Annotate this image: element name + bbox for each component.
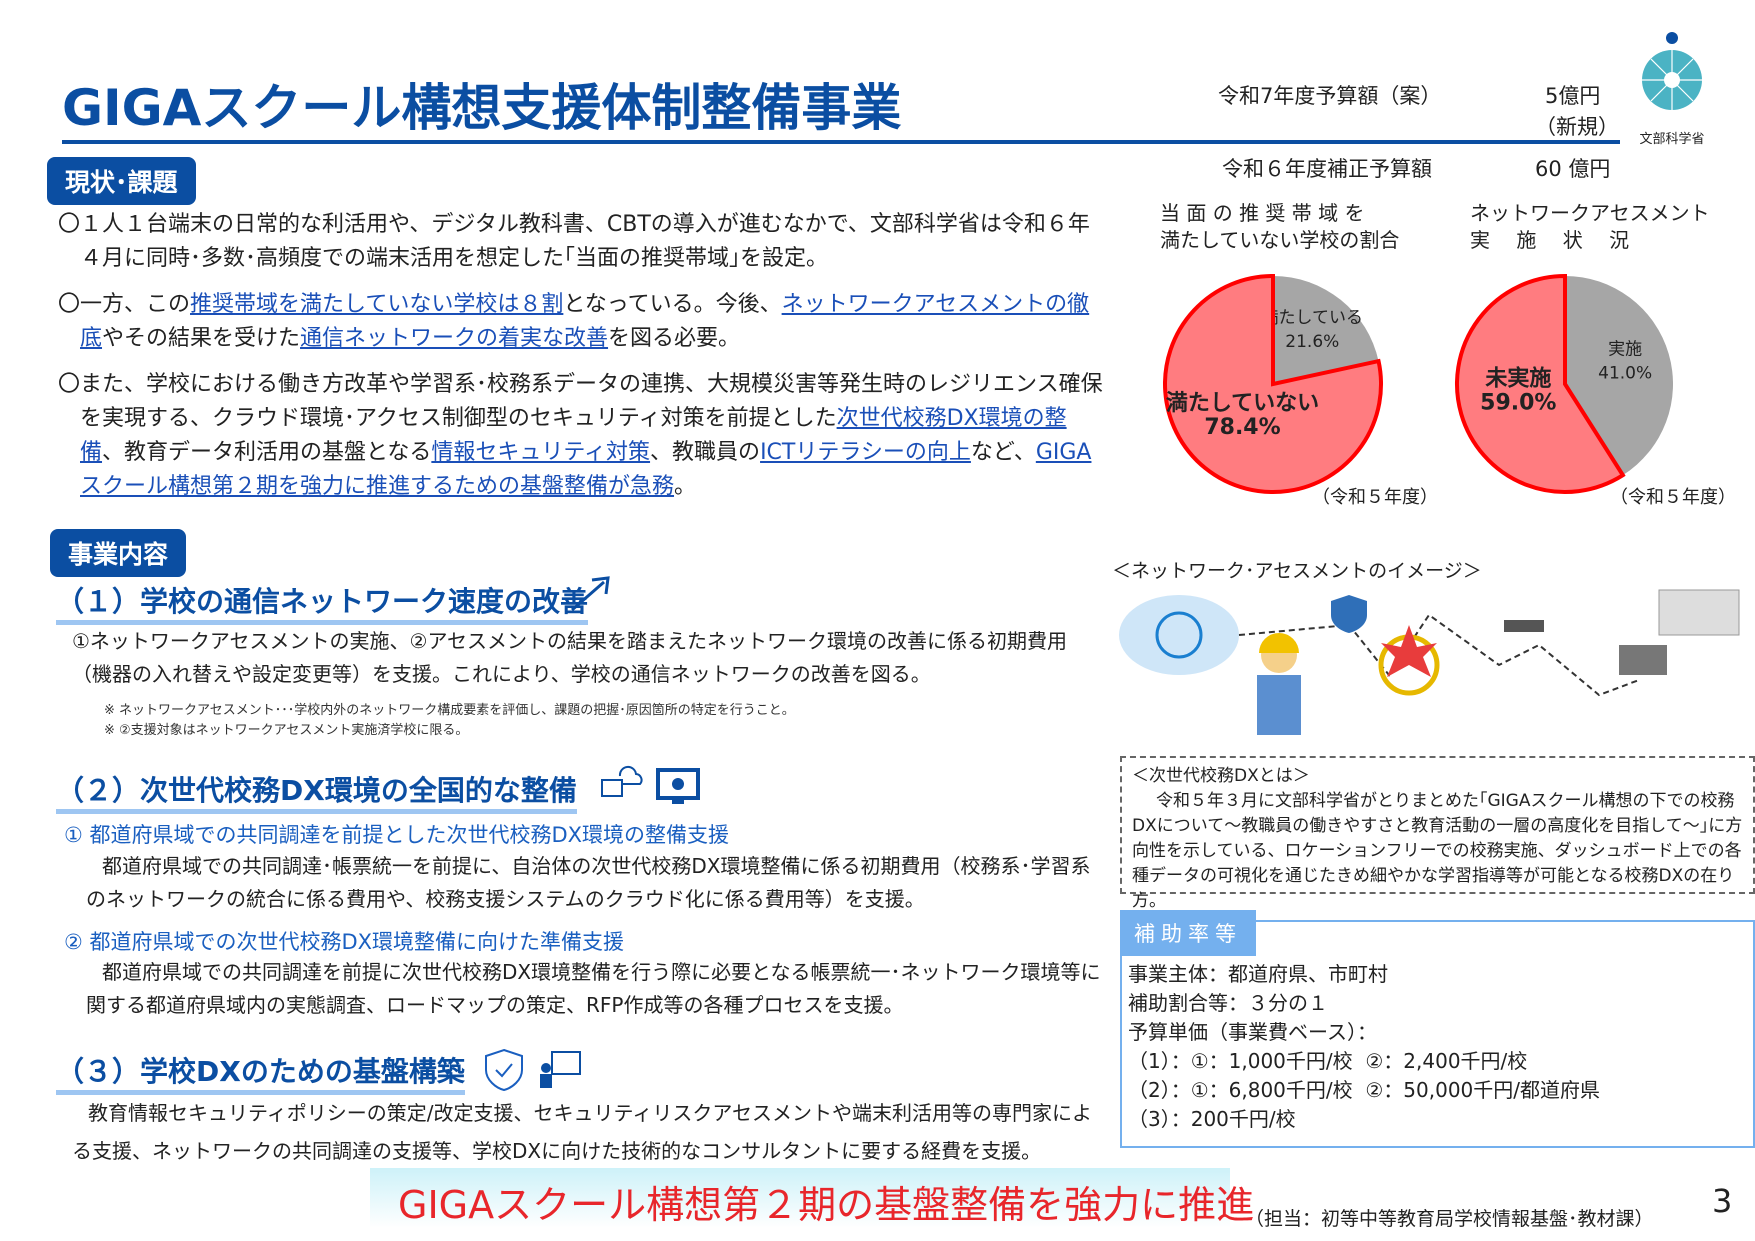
budget-label: 令和7年度予算額（案） [1218, 84, 1442, 108]
pie-label: 満たしていない [1166, 390, 1319, 416]
pie-label: 実施 [1608, 340, 1642, 360]
banner-background [370, 1168, 1230, 1228]
pie-label: 41.0% [1598, 364, 1652, 384]
contact-note: （担当：初等中等教育局学校情報基盤･教材課） [1245, 1208, 1654, 1230]
highlight-link-text: ネットワークアセスメントの徹底 [80, 292, 1090, 351]
paragraph-text: 。 [674, 474, 697, 499]
subsidy-line: 予算単価（事業費ベース）： [1128, 1020, 1377, 1044]
paragraph-text: 、教育データ利活用の基盤となる [102, 440, 432, 465]
section1-note2: ※ ②支援対象はネットワークアセスメント実施済学校に限る。 [104, 723, 469, 738]
highlight-link-text: 情報セキュリティ対策 [431, 440, 651, 465]
title-divider [62, 140, 1620, 144]
worker-icon [1259, 633, 1299, 653]
section2-sub2: ② 都道府県域での次世代校務DX環境整備に向けた準備支援 [64, 930, 625, 954]
pie-slice [1455, 273, 1626, 494]
pie-slice [1273, 276, 1379, 384]
pie-slice [1163, 273, 1383, 494]
section1-text: ①ネットワークアセスメントの実施、②アセスメントの結果を踏まえたネットワーク環境… [72, 629, 1068, 686]
paragraph-text: となっている。今後、 [563, 292, 782, 317]
subsidy-lines: 事業主体：都道府県、市町村 補助割合等：３分の１ 予算単価（事業費ベース）： （… [1128, 960, 1600, 1134]
section2-sub1: ① 都道府県域での共同調達を前提とした次世代校務DX環境の整備支援 [64, 823, 730, 847]
network-assessment-illustration [1119, 589, 1740, 735]
paragraph-text: を図る必要。 [608, 326, 741, 351]
dx-box-title: ＜次世代校務DXとは＞ [1132, 766, 1310, 786]
section3-text: 教育情報セキュリティポリシーの策定/改定支援、セキュリティリスクアセスメントや端… [72, 1101, 1092, 1163]
budget-note: （新規） [1535, 115, 1619, 139]
highlight-link-text: 推奨帯域を満たしていない学校は８割 [190, 292, 564, 317]
globe-icon [1155, 611, 1203, 659]
mext-logo: 文部科学省 [1636, 30, 1708, 147]
highlight-link-text: GIGAスクール構想第２期を強力に推進するための基盤整備が急務 [80, 440, 1092, 499]
subsidy-line: 補助割合等：３分の１ [1128, 991, 1328, 1015]
paragraph-text: 〇一方、この [58, 292, 191, 317]
page-number: 3 [1712, 1182, 1733, 1220]
supp-budget-label: 令和６年度補正予算額 [1222, 157, 1432, 181]
image-caption: ＜ネットワーク･アセスメントのイメージ＞ [1112, 560, 1482, 582]
pie1-note: （令和５年度） [1312, 487, 1438, 508]
pie-label: 満たしている [1262, 308, 1364, 328]
shield-lock-icon [1331, 595, 1367, 633]
paragraph-text: など、 [970, 440, 1036, 465]
current-badge: 現状･課題 [47, 157, 196, 205]
subsidy-tab: 補助率等 [1120, 910, 1256, 956]
current-paragraph: 〇また、学校における働き方改革や学習系･校務系データの連携、大規模災害等発生時の… [58, 368, 1108, 504]
pie1-title: 当 面 の 推 奨 帯 域 を 満たしていない学校の割合 [1160, 201, 1400, 252]
budget-value: 5億円 [1545, 84, 1601, 108]
pie-label: 21.6% [1285, 332, 1339, 352]
section2-text1: 都道府県域での共同調達･帳票統一を前提に、自治体の次世代校務DX環境整備に係る初… [86, 854, 1091, 911]
logo-text: 文部科学省 [1639, 132, 1705, 147]
highlight-link-text: ICTリテラシーの向上 [760, 440, 971, 465]
paragraph-text: やその結果を受けた [102, 326, 301, 351]
highlight-link-text: 次世代校務DX環境の整備 [80, 406, 1067, 465]
dx-box-text: 令和５年３月に文部科学省がとりまとめた｢GIGAスクール構想の下での校務DXにつ… [1132, 791, 1743, 911]
subsidy-line: （1）：①：1,000千円/校 ②：2,400千円/校 [1128, 1049, 1528, 1073]
subsidy-line: 事業主体：都道府県、市町村 [1128, 962, 1388, 986]
current-paragraph: 〇一方、この推奨帯域を満たしていない学校は８割となっている。今後、ネットワークア… [58, 288, 1108, 356]
current-paragraphs: 〇１人１台端末の日常的な利活用や、デジタル教科書、CBTの導入が進むなかで、文部… [58, 208, 1108, 516]
supp-budget-value: 60 億円 [1535, 157, 1611, 181]
subsidy-line: （2）：①：6,800千円/校 ②：50,000千円/都道府県 [1128, 1078, 1601, 1102]
cloud-computer-icon [601, 765, 700, 804]
bottom-banner: GIGAスクール構想第２期の基盤整備を強力に推進 [398, 1183, 1255, 1227]
section1-heading: （１）学校の通信ネットワーク速度の改善 [56, 580, 589, 625]
shield-teacher-icon [485, 1048, 581, 1092]
arrow-up-icon [571, 576, 610, 612]
pie-label: 未実施 [1485, 366, 1551, 392]
paragraph-text: 、教職員の [650, 440, 761, 465]
content-badge: 事業内容 [50, 529, 187, 577]
school-building-icon [1658, 589, 1740, 636]
paragraph-text: 〇また、学校における働き方改革や学習系･校務系データの連携、大規模災害等発生時の… [58, 372, 1103, 431]
pie2-note: （令和５年度） [1610, 487, 1736, 508]
subsidy-line: （3）：200千円/校 [1128, 1107, 1296, 1131]
page-title: GIGAスクール構想支援体制整備事業 [62, 79, 902, 137]
section1-note1: ※ ネットワークアセスメント･･･学校内外のネットワーク構成要素を評価し、課題の… [104, 703, 795, 718]
highlight-link-text: 通信ネットワークの着実な改善 [300, 326, 609, 351]
pie-label: 59.0% [1480, 391, 1556, 416]
section2-heading: （２）次世代校務DX環境の全国的な整備 [56, 769, 577, 814]
paragraph-text: 〇１人１台端末の日常的な利活用や、デジタル教科書、CBTの導入が進むなかで、文部… [58, 212, 1090, 271]
subsidy-box [1120, 920, 1755, 1148]
laptop-icon [1619, 645, 1667, 675]
current-paragraph: 〇１人１台端末の日常的な利活用や、デジタル教科書、CBTの導入が進むなかで、文部… [58, 208, 1108, 276]
section2-text2: 都道府県域での共同調達を前提に次世代校務DX環境整備を行う際に必要となる帳票統一… [86, 960, 1101, 1017]
router-icon [1504, 620, 1544, 632]
section3-heading: （３）学校DXのための基盤構築 [56, 1050, 465, 1095]
pie-label: 78.4% [1204, 415, 1280, 440]
pie2-title: ネットワークアセスメント 実 施 状 況 [1470, 201, 1710, 252]
dx-definition-box: ＜次世代校務DXとは＞ 令和５年３月に文部科学省がとりまとめた｢GIGAスクール… [1120, 756, 1755, 911]
